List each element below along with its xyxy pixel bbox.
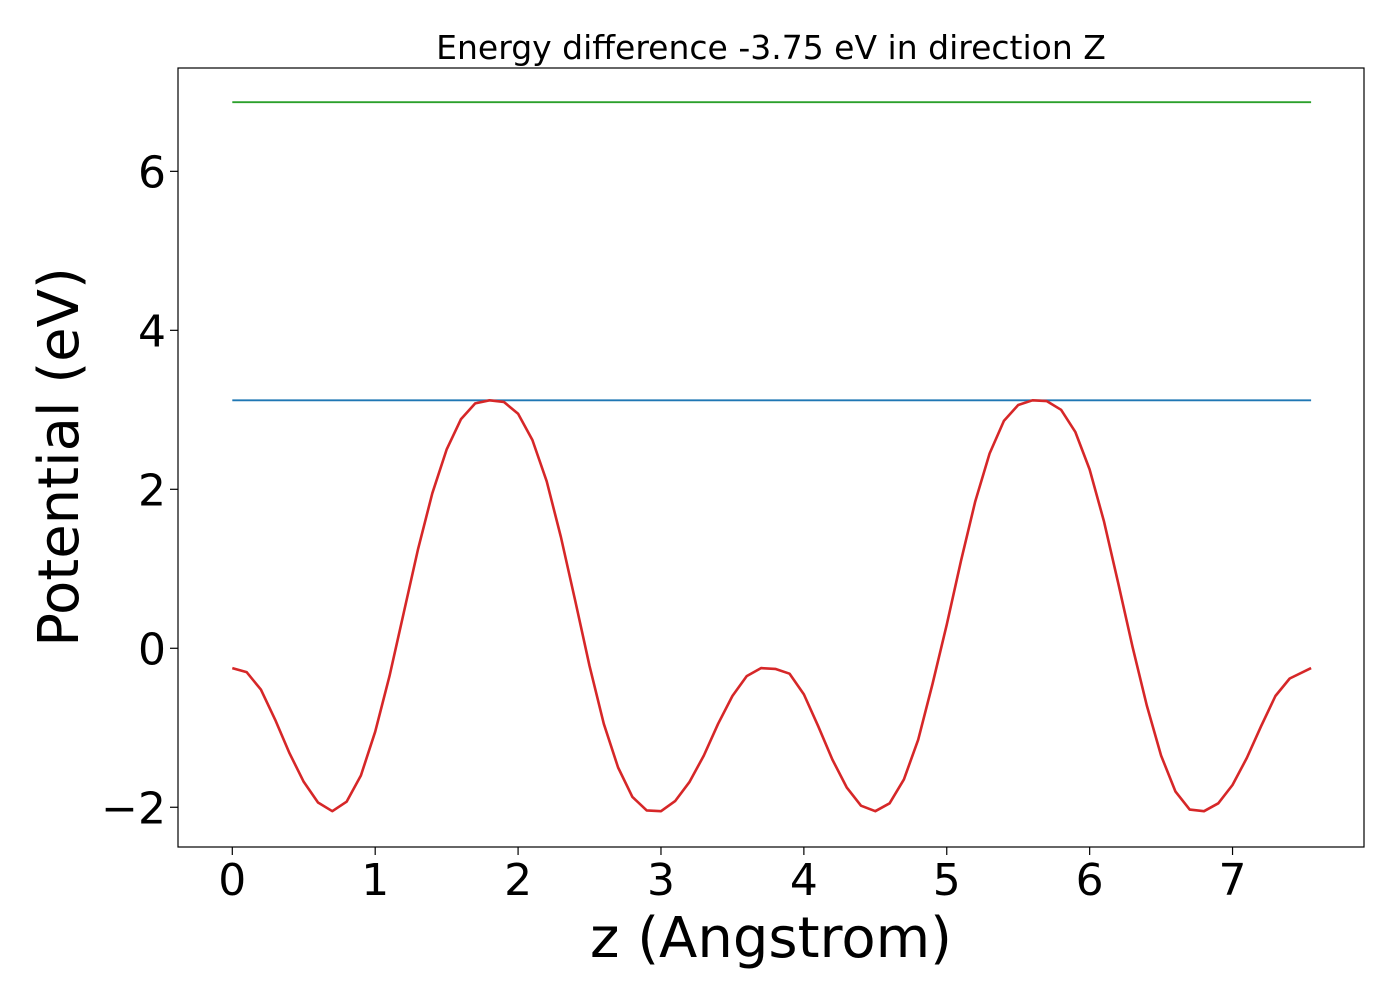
plot-frame xyxy=(177,67,1365,848)
chart-title: Energy difference -3.75 eV in direction … xyxy=(436,28,1106,67)
x-axis: 0 1 2 3 4 5 6 7 xyxy=(218,847,1247,906)
y-axis: −2 0 2 4 6 xyxy=(101,147,178,834)
y-tick-label: 6 xyxy=(138,147,166,198)
x-tick-label: 4 xyxy=(790,855,818,906)
x-tick-label: 2 xyxy=(504,855,532,906)
x-tick-label: 6 xyxy=(1076,855,1104,906)
x-tick-label: 7 xyxy=(1219,855,1247,906)
x-tick-label: 0 xyxy=(218,855,246,906)
x-tick-label: 5 xyxy=(933,855,961,906)
series-line-2 xyxy=(231,398,1312,813)
x-axis-label: z (Angstrom) xyxy=(590,906,952,971)
y-tick-label: 4 xyxy=(138,306,166,357)
y-axis-label: Potential (eV) xyxy=(27,267,92,647)
y-tick-label: 2 xyxy=(138,465,166,516)
series-layer xyxy=(231,101,1312,813)
y-tick-label: 0 xyxy=(138,624,166,675)
y-tick-label: −2 xyxy=(101,783,166,834)
x-tick-label: 3 xyxy=(647,855,675,906)
x-tick-label: 1 xyxy=(361,855,389,906)
